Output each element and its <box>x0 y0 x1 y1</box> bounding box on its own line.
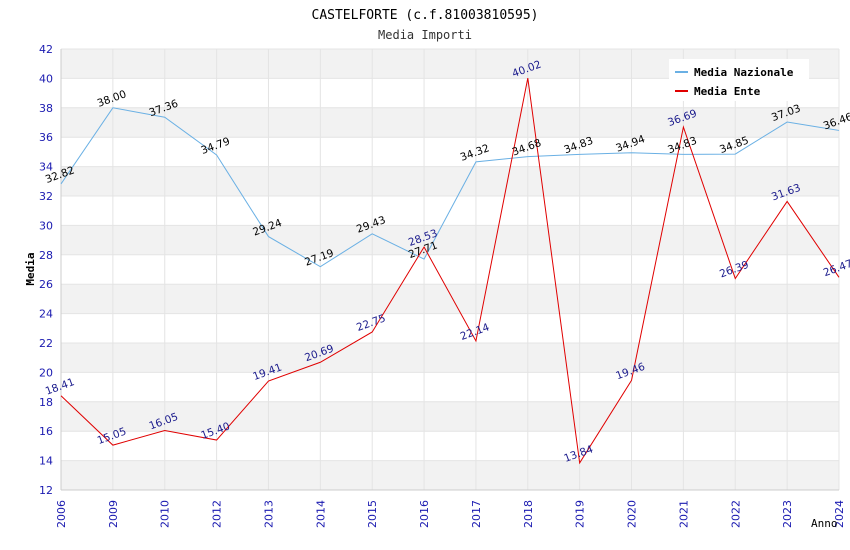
x-tick-label: 2023 <box>781 500 794 528</box>
x-tick-label: 2006 <box>55 500 68 528</box>
x-tick-label: 2012 <box>211 500 224 528</box>
series-line <box>60 78 840 465</box>
x-tick-label: 2014 <box>314 500 327 528</box>
data-label: 18.41 <box>44 376 76 398</box>
y-tick-label: 26 <box>39 278 53 291</box>
data-label: 34.83 <box>666 135 698 157</box>
axes <box>60 49 839 491</box>
data-label: 34.83 <box>562 135 594 157</box>
legend: Media Nazionale Media Ente <box>669 59 809 101</box>
x-axis-label: Anno <box>811 517 838 530</box>
y-tick-label: 12 <box>39 484 53 497</box>
grid-band <box>61 401 839 432</box>
y-tick-label: 18 <box>39 396 53 409</box>
y-tick-label: 22 <box>39 337 53 350</box>
y-axis-label: Media <box>24 252 37 285</box>
x-tick-label: 2024 <box>833 500 846 528</box>
y-tick-label: 40 <box>39 72 53 85</box>
x-tick-label: 2015 <box>366 500 379 528</box>
grid-bands <box>61 49 839 490</box>
series-lines <box>60 78 840 465</box>
y-axis-ticks: 12 14 16 18 20 22 24 26 28 30 32 34 36 38 40 42 <box>39 43 53 497</box>
y-tick-label: 24 <box>39 308 53 321</box>
data-label: 38.00 <box>96 88 128 110</box>
legend-box <box>669 59 809 101</box>
y-tick-label: 32 <box>39 190 53 203</box>
y-tick-label: 36 <box>39 131 53 144</box>
grid-band <box>61 225 839 255</box>
data-label: 26.39 <box>718 259 750 281</box>
x-tick-label: 2016 <box>418 500 431 528</box>
y-tick-label: 16 <box>39 425 53 438</box>
legend-label: Media Nazionale <box>694 66 794 79</box>
legend-label: Media Ente <box>694 85 761 98</box>
x-tick-label: 2017 <box>470 500 483 528</box>
y-tick-label: 42 <box>39 43 53 56</box>
chart-subtitle: Media Importi <box>378 28 472 42</box>
y-tick-label: 14 <box>39 455 53 468</box>
grid-band <box>61 343 839 373</box>
y-tick-label: 30 <box>39 219 53 232</box>
x-axis-ticks: 2006 2009 2010 2012 2013 2014 2015 2016 2017 2018… <box>55 500 846 528</box>
series-line <box>60 107 840 268</box>
y-tick-label: 20 <box>39 366 53 379</box>
x-tick-label: 2020 <box>626 500 639 528</box>
x-tick-label: 2019 <box>574 500 587 528</box>
x-tick-label: 2021 <box>677 500 690 528</box>
grid-band <box>61 166 839 196</box>
data-label: 22.75 <box>355 312 387 334</box>
y-tick-label: 28 <box>39 249 53 262</box>
grid-band <box>61 107 839 138</box>
x-tick-label: 2018 <box>522 500 535 528</box>
x-tick-label: 2013 <box>262 500 275 528</box>
x-tick-label: 2009 <box>107 500 120 528</box>
grid-band <box>61 460 839 490</box>
chart-title: CASTELFORTE (c.f.81003810595) <box>312 8 539 23</box>
x-tick-label: 2010 <box>159 500 172 528</box>
y-tick-label: 38 <box>39 102 53 115</box>
data-label: 26.47 <box>822 258 850 280</box>
y-tick-label: 34 <box>39 161 53 174</box>
x-tick-label: 2022 <box>729 500 742 528</box>
grid-band <box>61 284 839 314</box>
data-label: 34.85 <box>718 135 750 157</box>
